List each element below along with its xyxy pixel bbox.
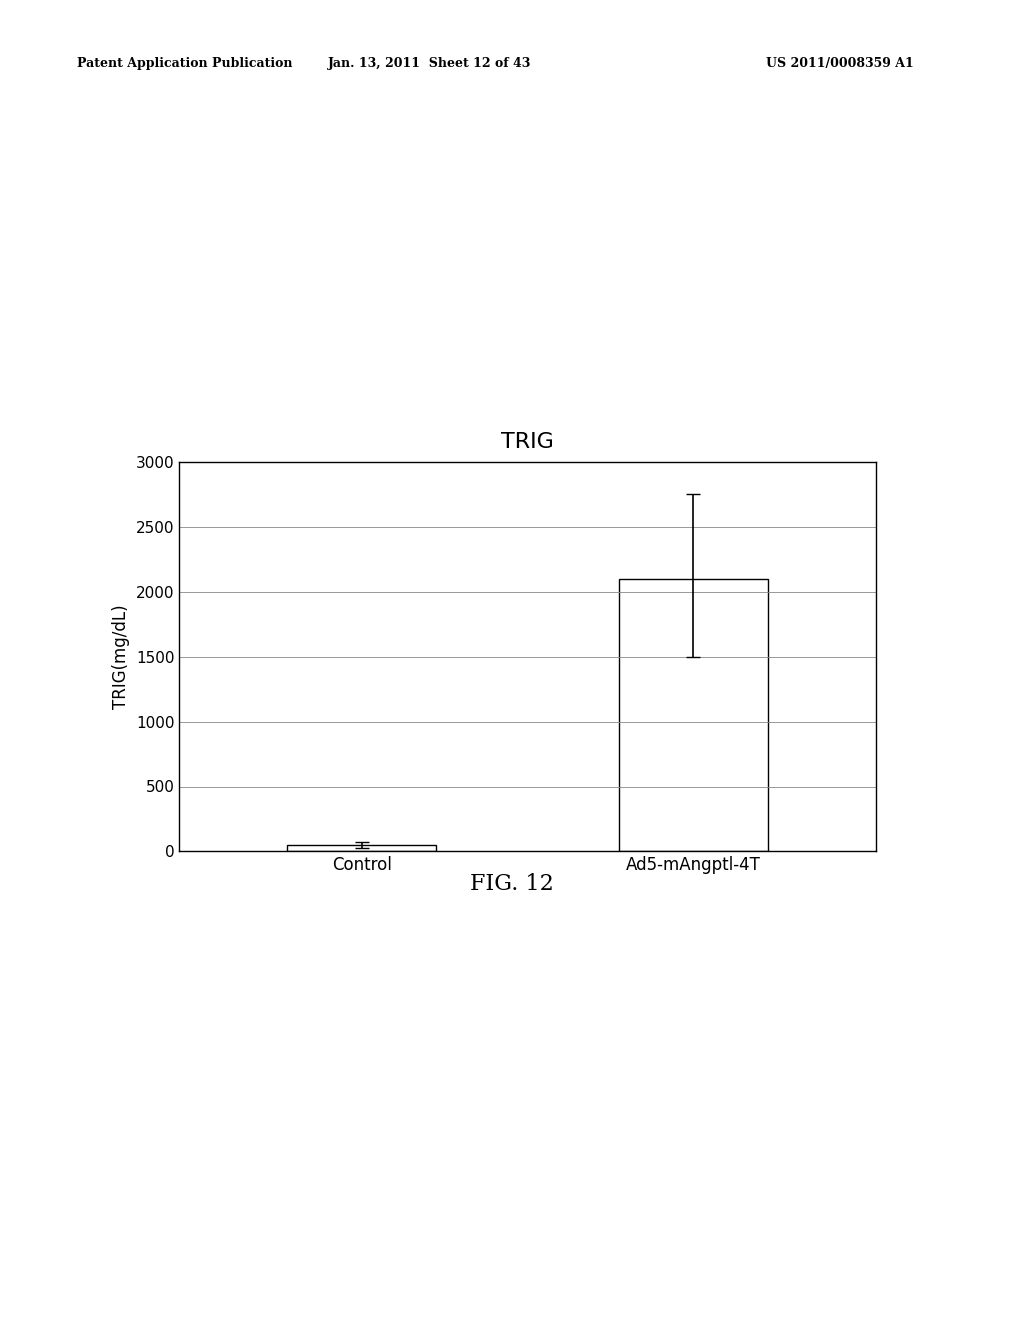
Bar <box>618 579 768 851</box>
Text: Patent Application Publication: Patent Application Publication <box>77 57 292 70</box>
Text: US 2011/0008359 A1: US 2011/0008359 A1 <box>766 57 913 70</box>
Bar <box>287 845 436 851</box>
Title: TRIG: TRIG <box>501 432 554 453</box>
Y-axis label: TRIG(mg/dL): TRIG(mg/dL) <box>113 605 130 709</box>
Text: FIG. 12: FIG. 12 <box>470 874 554 895</box>
Text: Jan. 13, 2011  Sheet 12 of 43: Jan. 13, 2011 Sheet 12 of 43 <box>329 57 531 70</box>
